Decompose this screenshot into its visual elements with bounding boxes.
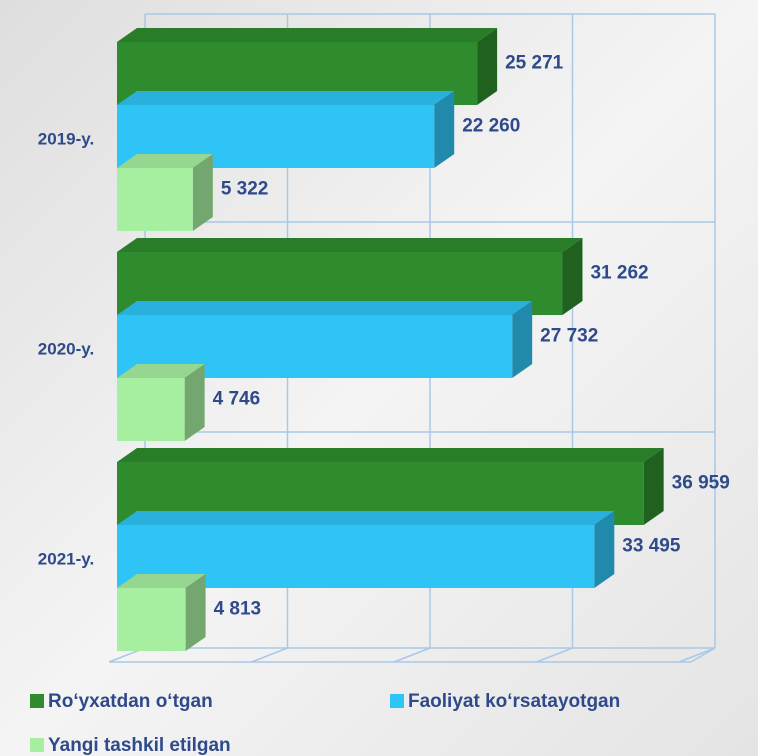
value-label: 22 260	[462, 116, 520, 137]
value-label: 4 813	[214, 599, 262, 620]
bar-top	[117, 154, 213, 168]
value-label: 25 271	[505, 53, 564, 74]
legend-label: Faoliyat ko‘rsatayotgan	[408, 691, 620, 712]
bar-top	[117, 448, 664, 462]
legend-swatch	[30, 738, 44, 752]
bar	[117, 588, 186, 651]
legend-label: Yangi tashkil etilgan	[48, 735, 231, 756]
value-label: 31 262	[590, 263, 648, 284]
bar-side	[192, 154, 213, 231]
value-label: 4 746	[213, 389, 261, 410]
bar-top	[117, 28, 498, 42]
category-label: 2019-y.	[38, 129, 94, 148]
value-label: 5 322	[221, 179, 269, 200]
legend-swatch	[390, 694, 404, 708]
bar-side	[434, 91, 455, 168]
bar-side	[594, 511, 615, 588]
bar-top	[117, 238, 583, 252]
grid-line	[251, 647, 288, 663]
bar-side	[512, 301, 533, 378]
bar-top	[117, 91, 455, 105]
bar-top	[117, 364, 205, 378]
bar	[117, 378, 185, 441]
bar-side	[185, 574, 206, 651]
value-label: 33 495	[622, 536, 681, 557]
category-label: 2021-y.	[38, 549, 94, 568]
category-label: 2020-y.	[38, 339, 94, 358]
bar-top	[117, 301, 533, 315]
legend-swatch	[30, 694, 44, 708]
bar-side	[184, 364, 205, 441]
legend-label: Ro‘yxatdan o‘tgan	[48, 691, 213, 712]
bar-top	[117, 511, 615, 525]
grid-line	[678, 647, 716, 663]
bar-top	[117, 574, 206, 588]
bar-side	[643, 448, 664, 525]
value-label: 27 732	[540, 326, 598, 347]
bar	[117, 168, 193, 231]
grid-line	[536, 647, 573, 663]
bar-side	[477, 28, 498, 105]
value-label: 36 959	[672, 473, 730, 494]
grid-line	[393, 647, 431, 663]
bar-side	[562, 238, 583, 315]
